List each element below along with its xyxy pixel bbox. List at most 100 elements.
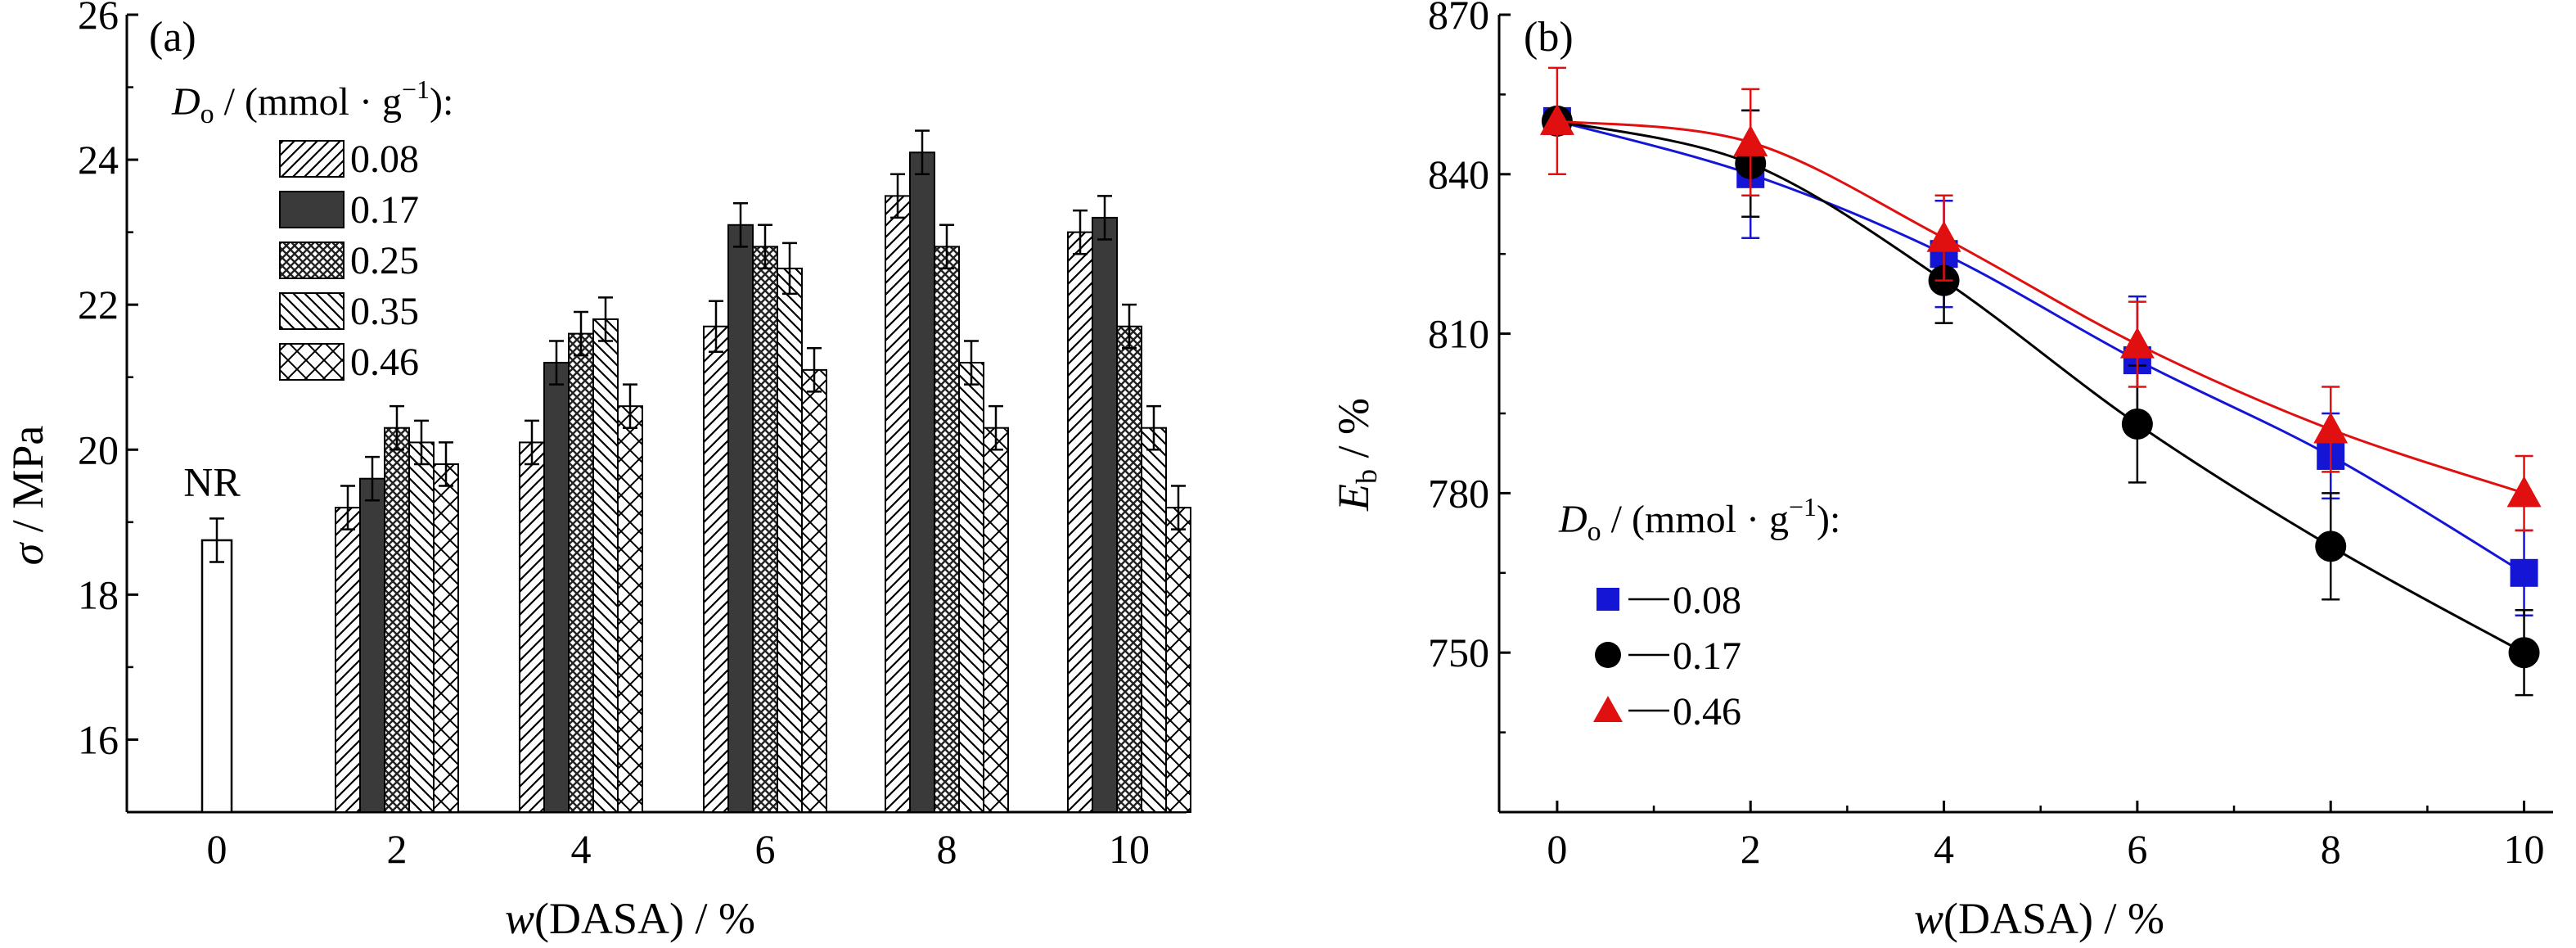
bar-025-6 [752, 246, 778, 813]
error-bar-017-6 [733, 201, 748, 248]
panel-b-xlabel: w(DASA) / % [1914, 894, 2164, 943]
x-tick-label: 8 [937, 826, 957, 872]
bar-008-2 [335, 507, 361, 813]
legend-label-008: 0.08 [350, 138, 419, 181]
bar-035-4 [592, 318, 619, 813]
bar-046-8 [983, 427, 1009, 814]
panel-b-series [1539, 66, 2542, 697]
point-017-10 [2508, 637, 2540, 669]
error-bar-046-4 [623, 383, 637, 429]
error-bar-046-8 [989, 404, 1003, 451]
error-bar-008-6 [709, 300, 723, 353]
x-tick-label: 10 [2504, 826, 2545, 872]
legend-label-017: 0.17 [350, 188, 419, 232]
point-046-8 [2313, 412, 2349, 444]
point-046-6 [2119, 327, 2155, 359]
panel-a-legend: Do / (mmol · g−1): 0.08 0.17 0.25 0.35 0.46 [171, 74, 453, 384]
point-046-4 [1926, 220, 1961, 252]
panel-a-label: (a) [149, 14, 196, 61]
legend-label-025: 0.25 [350, 239, 419, 282]
bar-008-4 [519, 441, 545, 813]
bar-035-2 [408, 441, 435, 813]
series-line-008 [1556, 120, 2525, 575]
point-046-10 [2506, 476, 2542, 508]
x-tick-label: 2 [1741, 826, 1761, 872]
bar-035-10 [1141, 427, 1167, 814]
series-046 [1539, 66, 2542, 532]
panel-b-ylabel: Eb / % [1329, 398, 1383, 512]
legend-swatch-046 [279, 343, 345, 381]
x-tick-label: 6 [2127, 826, 2147, 872]
bar-017-10 [1092, 216, 1118, 814]
bar-046-10 [1165, 507, 1191, 813]
bar-035-6 [777, 267, 803, 813]
bar-017-6 [727, 223, 754, 814]
error-bar-025-6 [758, 223, 772, 270]
x-tick-label: 2 [387, 826, 408, 872]
point-017-8 [2315, 530, 2347, 562]
y-tick-label: 840 [1428, 151, 1489, 197]
error-bar-025-10 [1122, 303, 1137, 350]
bar-nr [200, 539, 233, 814]
error-bar-035-10 [1146, 404, 1161, 451]
legend-marker-046 [1593, 696, 1623, 722]
x-tick-label: 0 [207, 826, 227, 872]
error-bar-008-8 [890, 173, 905, 219]
error-bar-035-8 [964, 340, 979, 386]
error-bar-025-2 [390, 404, 404, 451]
error-bar-017-4 [549, 340, 564, 386]
legend-label-046: 0.46 [1673, 690, 1741, 734]
bar-025-4 [568, 332, 594, 814]
legend-marker-008 [1596, 588, 1619, 611]
panel-a-bars: NR [183, 129, 1191, 814]
x-tick-label: 6 [755, 826, 776, 872]
bar-017-8 [909, 151, 935, 813]
point-017-6 [2121, 408, 2153, 440]
bar-046-6 [801, 368, 827, 813]
error-bar-035-2 [414, 419, 429, 466]
error-bar-017-2 [365, 455, 380, 502]
panel-a-legend-title: Do / (mmol · g−1): [171, 74, 453, 129]
legend-marker-017 [1595, 642, 1621, 668]
y-tick-label: 26 [78, 0, 119, 38]
x-tick-label: 8 [2321, 826, 2341, 872]
y-tick-label: 22 [78, 282, 119, 327]
y-tick-label: 780 [1428, 470, 1489, 516]
bar-008-8 [885, 195, 911, 813]
y-tick-label: 20 [78, 427, 119, 472]
bar-025-8 [934, 246, 960, 813]
y-tick-label: 750 [1428, 630, 1489, 675]
bar-017-4 [543, 362, 570, 813]
bar-046-2 [433, 463, 459, 813]
bar-025-10 [1116, 325, 1142, 813]
y-tick-label: 18 [78, 571, 119, 617]
panel-a-ylabel: σ / MPa [3, 426, 52, 566]
legend-label-046: 0.46 [350, 341, 419, 384]
legend-label-035: 0.35 [350, 290, 419, 333]
bar-017-2 [359, 477, 385, 813]
legend-label-008: 0.08 [1673, 579, 1741, 622]
bar-046-4 [617, 405, 643, 813]
panel-a-xlabel: w(DASA) / % [505, 894, 755, 943]
y-tick-label: 24 [78, 137, 119, 183]
error-bar-008-4 [525, 419, 539, 466]
error-bar-nr [209, 517, 224, 563]
legend-swatch-025 [279, 242, 345, 279]
bar-label-nr: NR [183, 458, 241, 504]
y-tick-label: 810 [1428, 311, 1489, 357]
panel-b-legend-title: Do / (mmol · g−1): [1558, 492, 1840, 547]
y-tick-label: 16 [78, 716, 119, 762]
error-bar-008-2 [340, 485, 355, 530]
error-bar-046-10 [1171, 485, 1186, 530]
panel-b-legend: Do / (mmol · g−1): 0.08 0.17 0.46 [1558, 492, 1840, 734]
x-tick-label: 4 [571, 826, 592, 872]
error-bar-008-10 [1073, 209, 1088, 255]
legend-swatch-017 [279, 191, 345, 228]
error-bar-046-2 [439, 441, 453, 487]
error-bar-035-6 [782, 242, 797, 296]
